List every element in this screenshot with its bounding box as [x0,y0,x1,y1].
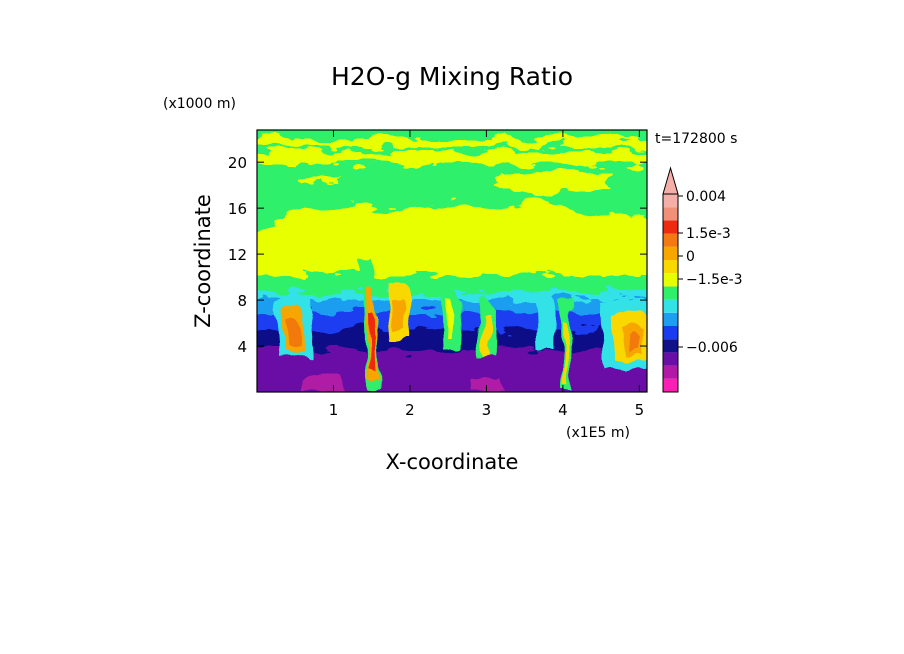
colorbar-label: 0.004 [686,189,726,205]
colorbar-swatch [663,246,678,260]
colorbar-swatch [663,378,678,392]
colorbar-swatch [663,312,678,326]
contour-field [257,130,647,392]
plot-frame [256,129,648,393]
colorbar-label: −0.006 [686,340,738,356]
x-tick-label: 3 [482,401,492,419]
colorbar-swatch [663,365,678,379]
x-tick-label: 4 [558,401,568,419]
x-tick-label: 2 [405,401,415,419]
colorbar-label: 1.5e-3 [686,226,731,242]
y-tick-label: 20 [228,154,247,172]
colorbar-swatch [663,233,678,247]
colorbar-swatch [663,339,678,353]
colorbar-frame [662,193,679,393]
x-tick-label: 1 [329,401,339,419]
x-scale-label: (x1E5 m) [566,425,630,441]
colorbar-swatch [663,207,678,221]
y-scale-label: (x1000 m) [163,96,236,112]
x-tick-label: 5 [635,401,645,419]
y-axis-title: Z-coordinate [191,194,215,328]
y-tick-label: 16 [228,200,247,218]
colorbar-swatch [663,273,678,287]
x-axis-title: X-coordinate [386,450,519,474]
colorbar-label: −1.5e-3 [686,272,743,288]
x-axis-ticks: 1 2 3 4 5 [329,130,644,419]
colorbar-swatch [663,194,678,208]
y-axis-ticks: 4 8 12 16 20 [228,154,647,356]
y-tick-label: 12 [228,246,247,264]
colorbar-swatch [663,220,678,234]
y-tick-label: 8 [237,292,247,310]
colorbar: 0.004 1.5e-3 0 −1.5e-3 −0.006 [662,166,743,393]
y-tick-label: 4 [237,338,247,356]
colorbar-swatch [663,260,678,274]
colorbar-swatch [663,286,678,300]
time-label: t=172800 s [655,131,737,147]
chart-title: H2O-g Mixing Ratio [331,62,573,91]
colorbar-label: 0 [686,249,695,265]
colorbar-swatch [663,326,678,340]
colorbar-swatch [663,352,678,366]
colorbar-swatch [663,299,678,313]
colorbar-arrow [662,166,679,195]
